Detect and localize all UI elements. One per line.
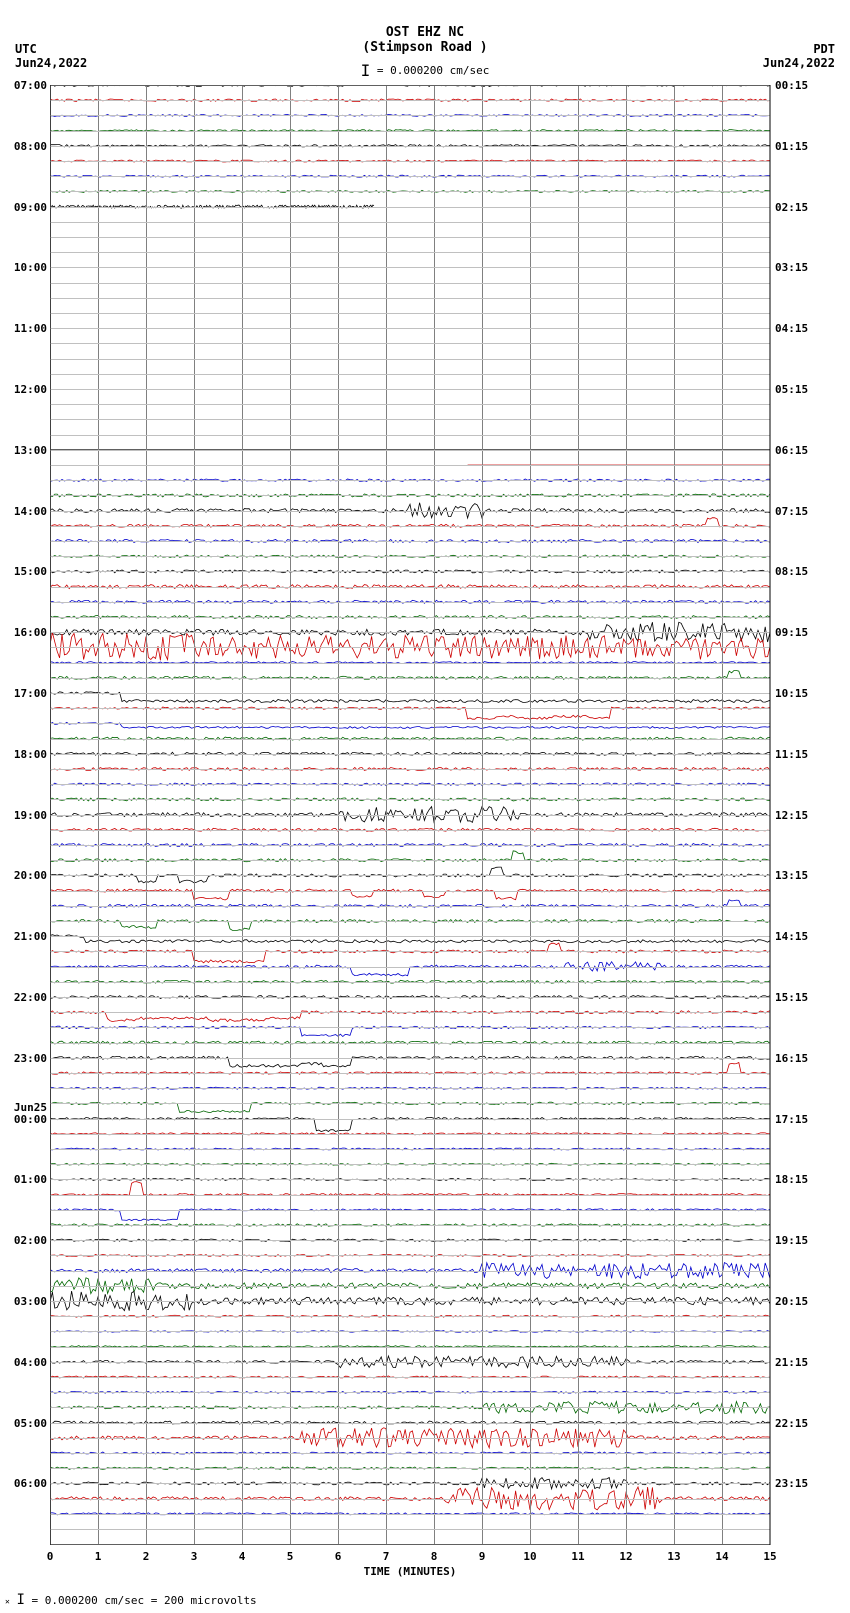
time-label-left: 06:00 — [2, 1477, 47, 1490]
time-label-left: 18:00 — [2, 748, 47, 761]
x-axis-label: TIME (MINUTES) — [50, 1565, 770, 1578]
time-label-right: 17:15 — [775, 1113, 825, 1126]
time-label-right: 03:15 — [775, 261, 825, 274]
time-label-right: 18:15 — [775, 1173, 825, 1186]
time-label-left: 22:00 — [2, 991, 47, 1004]
time-label-right: 00:15 — [775, 79, 825, 92]
time-label-left: 10:00 — [2, 261, 47, 274]
x-tick-label: 11 — [568, 1550, 588, 1563]
x-tick-label: 2 — [136, 1550, 156, 1563]
time-label-right: 12:15 — [775, 809, 825, 822]
time-label-left: 07:00 — [2, 79, 47, 92]
time-label-left: 08:00 — [2, 140, 47, 153]
time-label-left: 23:00 — [2, 1052, 47, 1065]
vgrid-line — [770, 85, 771, 1545]
time-label-right: 05:15 — [775, 383, 825, 396]
x-tick-label: 4 — [232, 1550, 252, 1563]
time-label-left: 02:00 — [2, 1234, 47, 1247]
station-code: OST EHZ NC — [0, 25, 850, 40]
time-label-right: 20:15 — [775, 1295, 825, 1308]
time-label-left: 20:00 — [2, 869, 47, 882]
time-label-left: 13:00 — [2, 444, 47, 457]
plot-area: 0123456789101112131415TIME (MINUTES)07:0… — [50, 85, 770, 1545]
time-label-left: 04:00 — [2, 1356, 47, 1369]
time-label-right: 21:15 — [775, 1356, 825, 1369]
time-label-right: 02:15 — [775, 201, 825, 214]
time-label-right: 06:15 — [775, 444, 825, 457]
time-label-left: 16:00 — [2, 626, 47, 639]
time-label-left: 12:00 — [2, 383, 47, 396]
date-right: Jun24,2022 — [763, 56, 835, 70]
x-tick-label: 7 — [376, 1550, 396, 1563]
x-tick-label: 0 — [40, 1550, 60, 1563]
x-tick-label: 1 — [88, 1550, 108, 1563]
time-label-right: 19:15 — [775, 1234, 825, 1247]
time-label-left: 09:00 — [2, 201, 47, 214]
time-label-right: 15:15 — [775, 991, 825, 1004]
date-label-left: Jun25 — [2, 1101, 47, 1114]
time-label-left: 03:00 — [2, 1295, 47, 1308]
time-label-left: 17:00 — [2, 687, 47, 700]
x-tick-label: 8 — [424, 1550, 444, 1563]
time-label-right: 08:15 — [775, 565, 825, 578]
time-label-left: 00:00 — [2, 1113, 47, 1126]
x-tick-label: 15 — [760, 1550, 780, 1563]
x-tick-label: 3 — [184, 1550, 204, 1563]
scale-indicator: I = 0.000200 cm/sec — [0, 59, 850, 78]
x-tick-label: 5 — [280, 1550, 300, 1563]
time-label-left: 14:00 — [2, 505, 47, 518]
time-label-right: 01:15 — [775, 140, 825, 153]
date-left: Jun24,2022 — [15, 56, 87, 70]
time-label-left: 15:00 — [2, 565, 47, 578]
time-label-right: 14:15 — [775, 930, 825, 943]
station-location: (Stimpson Road ) — [0, 40, 850, 55]
time-label-left: 05:00 — [2, 1417, 47, 1430]
x-tick-label: 14 — [712, 1550, 732, 1563]
time-label-right: 23:15 — [775, 1477, 825, 1490]
time-label-left: 19:00 — [2, 809, 47, 822]
x-tick-label: 13 — [664, 1550, 684, 1563]
time-label-right: 10:15 — [775, 687, 825, 700]
footer-scale: ✕ I = 0.000200 cm/sec = 200 microvolts — [5, 1592, 257, 1608]
timezone-right: PDT — [813, 42, 835, 56]
header: OST EHZ NC (Stimpson Road ) — [0, 0, 850, 55]
timezone-left: UTC — [15, 42, 37, 56]
time-label-right: 22:15 — [775, 1417, 825, 1430]
time-label-left: 11:00 — [2, 322, 47, 335]
time-label-right: 16:15 — [775, 1052, 825, 1065]
x-tick-label: 12 — [616, 1550, 636, 1563]
time-label-left: 21:00 — [2, 930, 47, 943]
time-label-left: 01:00 — [2, 1173, 47, 1186]
seismogram-container: OST EHZ NC (Stimpson Road ) I = 0.000200… — [0, 0, 850, 1613]
time-label-right: 13:15 — [775, 869, 825, 882]
time-label-right: 04:15 — [775, 322, 825, 335]
time-label-right: 09:15 — [775, 626, 825, 639]
x-tick-label: 9 — [472, 1550, 492, 1563]
x-tick-label: 6 — [328, 1550, 348, 1563]
time-label-right: 11:15 — [775, 748, 825, 761]
time-label-right: 07:15 — [775, 505, 825, 518]
x-tick-label: 10 — [520, 1550, 540, 1563]
